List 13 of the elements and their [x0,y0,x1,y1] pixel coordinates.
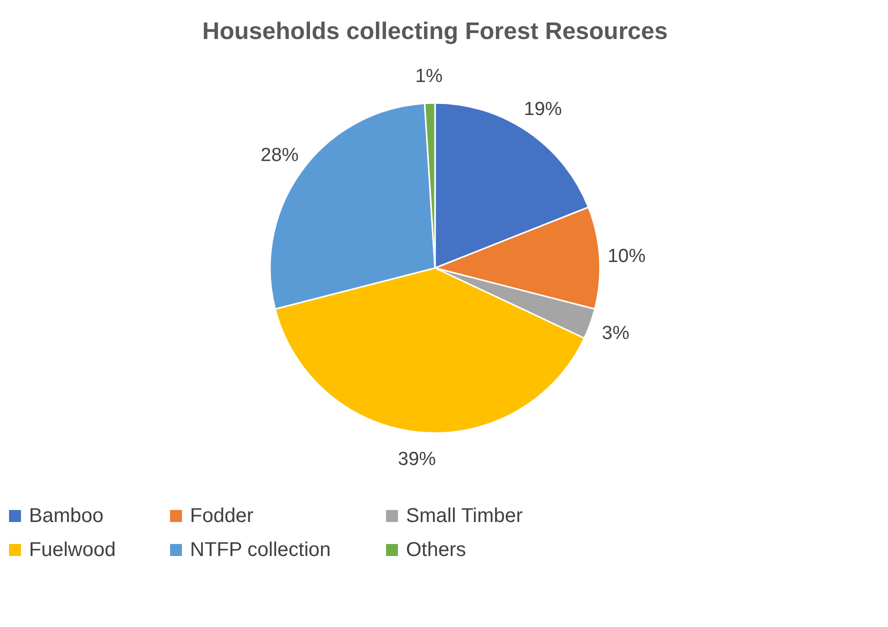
data-label: 10% [608,246,646,267]
data-label: 1% [415,66,443,88]
data-label: 3% [602,323,630,344]
legend-label: Bamboo [29,505,104,527]
data-label: 39% [398,449,436,470]
legend-label: Others [406,539,466,561]
legend-label: Fuelwood [29,539,116,561]
chart-title: Households collecting Forest Resources [202,18,668,45]
data-label: 19% [524,99,562,120]
data-label: 28% [260,145,299,166]
legend-label: NTFP collection [190,539,331,561]
legend-label: Fodder [190,505,254,527]
legend-label: Small Timber [406,505,524,527]
